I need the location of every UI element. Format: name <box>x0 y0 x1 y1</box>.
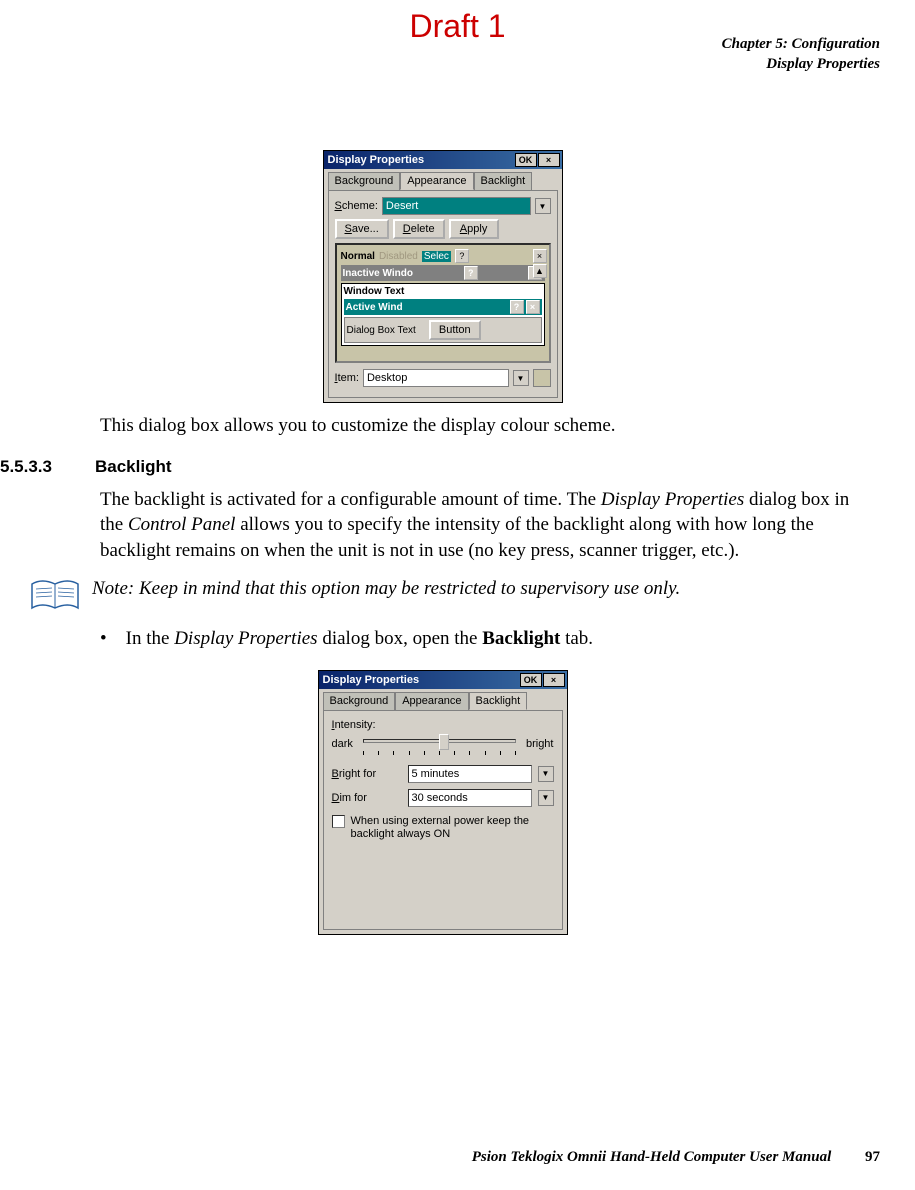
bright-label: bright <box>526 738 554 750</box>
preview-disabled-text: Disabled <box>379 251 418 262</box>
delete-button[interactable]: Delete <box>393 219 445 239</box>
display-properties-appearance-dialog: Display Properties OK × Background Appea… <box>323 150 563 403</box>
footer-text: Psion Teklogix Omnii Hand-Held Computer … <box>472 1149 832 1165</box>
tab-backlight[interactable]: Backlight <box>469 692 528 710</box>
tab-backlight[interactable]: Backlight <box>474 172 533 190</box>
preview-active-titlebar: Active Wind ? × <box>344 299 542 315</box>
window-text-label: Window Text <box>344 286 542 297</box>
note-block: Note: Keep in mind that this option may … <box>30 578 850 614</box>
intensity-label: Intensity: <box>332 719 554 731</box>
header-chapter: Chapter 5: Configuration <box>722 35 880 55</box>
close-icon[interactable]: × <box>526 300 540 314</box>
close-button[interactable]: × <box>543 673 565 687</box>
tab-appearance[interactable]: Appearance <box>400 172 473 190</box>
ok-button[interactable]: OK <box>515 153 537 167</box>
bright-for-dropdown[interactable]: 5 minutes <box>408 765 532 783</box>
close-icon[interactable]: × <box>533 249 547 263</box>
intensity-slider[interactable] <box>359 733 520 755</box>
tab-row: Background Appearance Backlight <box>319 689 567 710</box>
external-power-checkbox[interactable] <box>332 815 345 828</box>
dim-for-label: Dim for <box>332 792 402 804</box>
page-header: Chapter 5: Configuration Display Propert… <box>722 35 880 74</box>
window-title: Display Properties <box>328 154 425 166</box>
preview-button[interactable]: Button <box>429 320 481 340</box>
tab-appearance[interactable]: Appearance <box>395 692 468 710</box>
preview-inactive-titlebar: Inactive Windo ? × <box>341 265 545 281</box>
titlebar: Display Properties OK × <box>324 151 562 169</box>
page-number: 97 <box>865 1149 880 1165</box>
window-title: Display Properties <box>323 674 420 686</box>
item-dropdown[interactable]: Desktop <box>363 369 509 387</box>
appearance-caption: This dialog box allows you to customize … <box>100 413 850 439</box>
book-icon <box>30 578 80 614</box>
instruction-bullet: • In the Display Properties dialog box, … <box>100 628 850 650</box>
tab-background[interactable]: Background <box>328 172 401 190</box>
dark-label: dark <box>332 738 353 750</box>
section-heading: 5.5.3.3Backlight <box>0 457 885 477</box>
page-footer: Psion Teklogix Omnii Hand-Held Computer … <box>472 1149 880 1166</box>
help-icon[interactable]: ? <box>510 300 524 314</box>
note-prefix: Note: <box>92 578 134 599</box>
help-icon[interactable]: ? <box>464 266 478 280</box>
backlight-paragraph: The backlight is activated for a configu… <box>100 487 850 564</box>
help-icon[interactable]: ? <box>455 249 469 263</box>
dim-for-dropdown[interactable]: 30 seconds <box>408 789 532 807</box>
inactive-window-title: Inactive Windo <box>343 268 413 279</box>
slider-thumb[interactable] <box>439 734 449 750</box>
scheme-dropdown[interactable]: Desert <box>382 197 531 215</box>
save-button[interactable]: Save... <box>335 219 389 239</box>
header-section: Display Properties <box>722 55 880 75</box>
scroll-up-icon[interactable]: ▲ <box>533 264 547 278</box>
dialog-box-text: Dialog Box Text <box>347 325 416 336</box>
chevron-down-icon[interactable]: ▼ <box>538 766 554 782</box>
section-number: 5.5.3.3 <box>0 457 95 477</box>
preview-selected-text: Selec <box>422 251 451 262</box>
close-button[interactable]: × <box>538 153 560 167</box>
display-properties-backlight-dialog: Display Properties OK × Background Appea… <box>318 670 568 935</box>
note-text: Note: Keep in mind that this option may … <box>92 578 680 600</box>
bright-for-label: Bright for <box>332 768 402 780</box>
section-title: Backlight <box>95 457 172 476</box>
titlebar: Display Properties OK × <box>319 671 567 689</box>
ok-button[interactable]: OK <box>520 673 542 687</box>
scheme-label: Scheme: <box>335 200 378 212</box>
apply-button[interactable]: Apply <box>449 219 499 239</box>
item-label: Item: <box>335 372 359 384</box>
tab-row: Background Appearance Backlight <box>324 169 562 190</box>
chevron-down-icon[interactable]: ▼ <box>513 370 529 386</box>
draft-watermark: Draft 1 <box>409 8 505 45</box>
scheme-preview: × ▲ Normal Disabled Selec ? Inactive Win… <box>335 243 551 363</box>
note-body: Keep in mind that this option may be res… <box>139 578 680 599</box>
active-window-title: Active Wind <box>346 302 403 313</box>
preview-normal-text: Normal <box>341 251 375 262</box>
checkbox-label: When using external power keep the backl… <box>351 815 554 841</box>
tab-background[interactable]: Background <box>323 692 396 710</box>
color-swatch[interactable] <box>533 369 551 387</box>
chevron-down-icon[interactable]: ▼ <box>535 198 551 214</box>
chevron-down-icon[interactable]: ▼ <box>538 790 554 806</box>
